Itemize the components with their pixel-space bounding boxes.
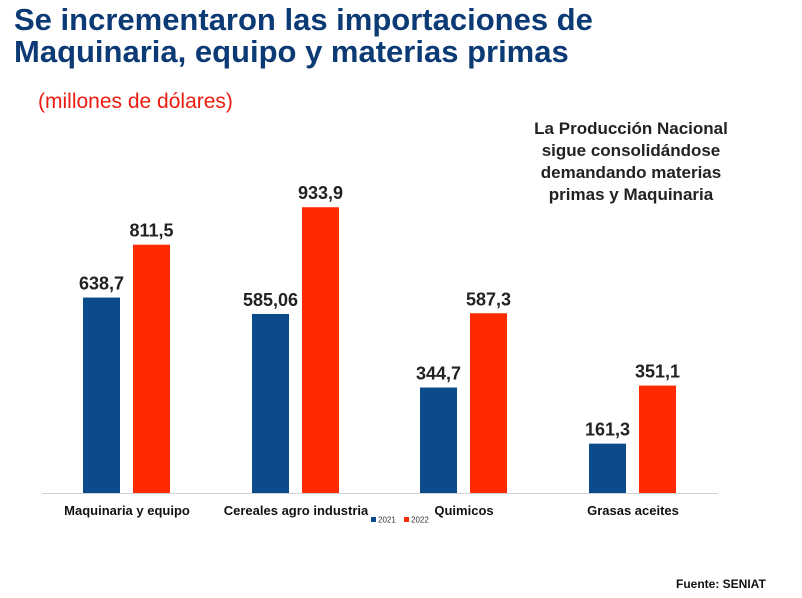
title-line-2: Maquinaria, equipo y materias primas — [14, 34, 569, 69]
legend-swatch-2022 — [404, 517, 409, 522]
x-tick-label: Quimicos — [434, 503, 493, 518]
bar-2021-quimicos — [420, 387, 457, 493]
x-tick-label: Grasas aceites — [587, 503, 679, 518]
legend-swatch-2021 — [371, 517, 376, 522]
bar-2021-grasas-aceites — [589, 443, 626, 493]
x-tick-label: Maquinaria y equipo — [64, 503, 190, 518]
note-line: sigue consolidándose — [541, 141, 721, 160]
data-label: 585,06 — [243, 290, 298, 310]
note-line: primas y Maquinaria — [548, 185, 714, 204]
data-label: 587,3 — [466, 289, 511, 309]
bar-2022-cereales-agro-industria — [302, 207, 339, 493]
legend-label: 2022 — [411, 516, 429, 525]
data-label: 351,1 — [635, 362, 680, 382]
data-label: 161,3 — [585, 420, 630, 440]
chart-title: Se incrementaron las importaciones de Ma… — [14, 4, 794, 68]
units-subtitle: (millones de dólares) — [38, 90, 233, 113]
bar-2022-maquinaria-y-equipo — [133, 244, 170, 493]
bar-2022-grasas-aceites — [639, 385, 676, 493]
source-note: Fuente: SENIAT — [676, 577, 766, 591]
bar-2021-maquinaria-y-equipo — [83, 297, 120, 493]
bar-2021-cereales-agro-industria — [252, 313, 289, 493]
data-label: 344,7 — [416, 364, 461, 384]
annotation-note: La Producción Nacional sigue consolidánd… — [508, 118, 754, 206]
data-label: 933,9 — [298, 183, 343, 203]
data-label: 811,5 — [129, 221, 173, 241]
title-line-1: Se incrementaron las importaciones de — [14, 2, 593, 37]
note-line: demandando materias — [540, 163, 722, 182]
legend-label: 2021 — [378, 516, 396, 525]
x-tick-label: Cereales agro industria — [224, 503, 369, 518]
data-label: 638,7 — [79, 274, 124, 294]
note-line: La Producción Nacional — [534, 119, 728, 138]
bar-2022-quimicos — [470, 313, 507, 493]
